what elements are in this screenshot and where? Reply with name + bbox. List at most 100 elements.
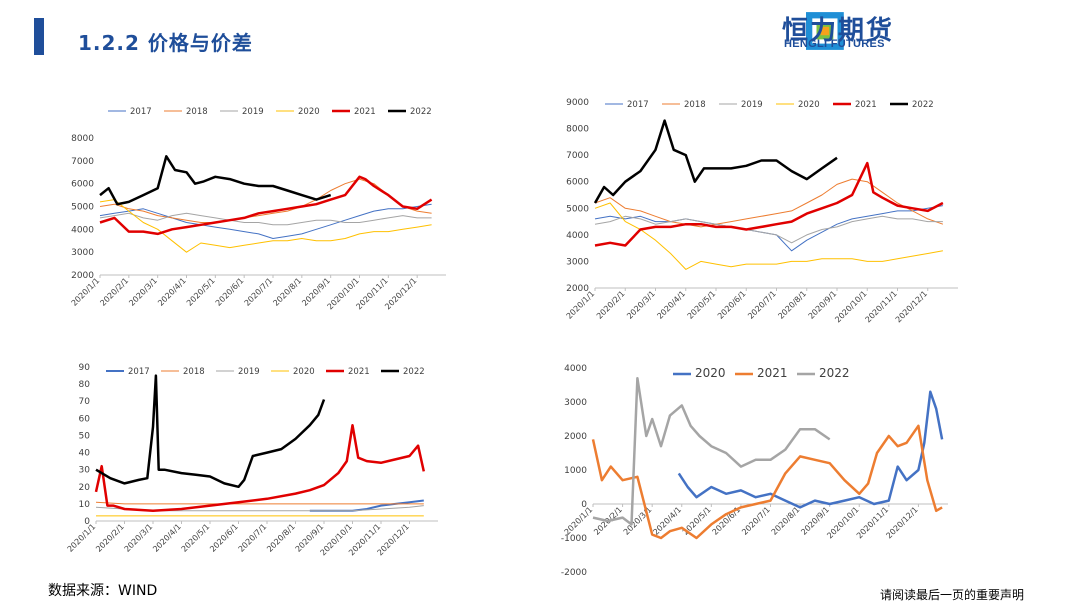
x-tick-label: 2020/8/1	[776, 289, 808, 321]
y-tick-label: 2000	[71, 271, 94, 281]
chart-price-1: 20003000400050006000700080002020/1/12020…	[70, 107, 446, 311]
x-tick-label: 2020/3/1	[127, 276, 159, 308]
legend-label-2021: 2021	[757, 366, 788, 380]
y-tick-label: 2000	[564, 432, 587, 442]
series-line-2022	[593, 119, 838, 204]
x-tick-label: 2020/8/1	[265, 522, 297, 554]
y-tick-label: 0	[84, 517, 90, 527]
series-line-2021	[99, 175, 433, 236]
hengli-logo-icon	[806, 12, 844, 50]
x-tick-label: 2020/6/1	[208, 522, 240, 554]
y-tick-label: -2000	[561, 568, 587, 578]
logo-text: 恒力期货	[782, 16, 895, 46]
y-tick-label: 50	[79, 431, 91, 441]
y-tick-label: 40	[79, 449, 91, 459]
chart-price-3: 01020304050607080902020/1/12020/2/12020/…	[66, 363, 438, 557]
series-line-2022	[95, 374, 326, 489]
legend-label-2020: 2020	[798, 100, 820, 110]
legend-label-2019: 2019	[238, 367, 260, 377]
y-tick-label: 3000	[564, 398, 587, 408]
x-tick-label: 2020/5/1	[180, 522, 212, 554]
chart-price-2: 200030004000500060007000800090002020/1/1…	[565, 98, 958, 324]
y-tick-label: 70	[79, 397, 91, 407]
x-tick-label: 2020/3/1	[625, 289, 657, 321]
series-line-2018	[594, 178, 944, 228]
legend-label-2018: 2018	[186, 107, 208, 117]
title-accent-bar	[34, 18, 44, 55]
x-tick-label: 2020/9/1	[807, 289, 839, 321]
legend-label-2019: 2019	[242, 107, 264, 117]
legend-label-2019: 2019	[741, 100, 763, 110]
x-tick-label: 2020/8/1	[271, 276, 303, 308]
legend-label-2022: 2022	[410, 107, 432, 117]
series-line-2020	[594, 202, 943, 270]
x-tick-label: 2020/6/1	[214, 276, 246, 308]
series-line-2017	[309, 499, 424, 512]
legend-label-2018: 2018	[183, 367, 205, 377]
y-tick-label: 4000	[71, 225, 94, 235]
x-tick-label: 2020/5/1	[185, 276, 217, 308]
y-tick-label: 8000	[71, 134, 94, 144]
y-tick-label: 3000	[566, 257, 589, 267]
legend-label-2020: 2020	[695, 366, 726, 380]
x-tick-label: 2020/7/1	[740, 505, 772, 537]
legend-label-2022: 2022	[819, 366, 850, 380]
x-tick-label: 2020/1/1	[563, 505, 595, 537]
x-tick-label: 2020/2/1	[98, 276, 130, 308]
data-source-note: 数据来源：WIND	[48, 583, 158, 599]
series-line-2021	[594, 161, 944, 247]
x-tick-label: 2020/8/1	[770, 505, 802, 537]
series-line-2018	[99, 178, 432, 223]
legend-label-2017: 2017	[130, 107, 152, 117]
x-tick-label: 2020/1/1	[66, 522, 98, 554]
x-tick-label: 2020/2/1	[94, 522, 126, 554]
x-tick-label: 2020/12/1	[884, 505, 919, 540]
y-tick-label: 4000	[566, 231, 589, 241]
y-tick-label: 7000	[566, 151, 589, 161]
x-tick-label: 2020/7/1	[237, 522, 269, 554]
series-line-2021	[94, 423, 426, 512]
legend-label-2020: 2020	[298, 107, 320, 117]
legend-label-2017: 2017	[627, 100, 649, 110]
y-tick-label: 60	[79, 414, 91, 424]
series-line-2020	[677, 390, 944, 509]
x-tick-label: 2020/6/1	[716, 289, 748, 321]
y-tick-label: 30	[79, 466, 91, 476]
x-tick-label: 2020/5/1	[681, 505, 713, 537]
y-tick-label: 3000	[71, 248, 94, 258]
y-tick-label: 1000	[564, 466, 587, 476]
x-tick-label: 2020/4/1	[151, 522, 183, 554]
logo-subtext: HENGLI FUTURES	[784, 38, 885, 50]
y-tick-label: 0	[581, 500, 587, 510]
page-title: 1.2.2 价格与价差	[78, 31, 253, 55]
chart-spread: -2000 -1000 0 1000 2000 3000 4000 2020/1/1 2020/…	[561, 364, 948, 578]
x-tick-label: 2020/4/1	[156, 276, 188, 308]
legend-label-2021: 2021	[855, 100, 877, 110]
y-tick-label: 5000	[566, 204, 589, 214]
y-tick-label: 4000	[564, 364, 587, 374]
disclaimer-note: 请阅读最后一页的重要声明	[880, 588, 1025, 602]
y-tick-label: 10	[79, 500, 91, 510]
series-line-2021	[591, 424, 943, 540]
y-tick-label: -1000	[561, 534, 587, 544]
legend-label-2021: 2021	[354, 107, 376, 117]
series-line-2019	[99, 212, 432, 226]
y-tick-label: 6000	[566, 178, 589, 188]
y-tick-label: 80	[79, 380, 91, 390]
y-tick-label: 20	[79, 483, 91, 493]
series-line-2018	[95, 501, 424, 505]
legend-label-2017: 2017	[128, 367, 150, 377]
legend-label-2022: 2022	[912, 100, 934, 110]
legend-label-2021: 2021	[348, 367, 370, 377]
legend-label-2018: 2018	[684, 100, 706, 110]
legend-label-2020: 2020	[293, 367, 315, 377]
x-tick-label: 2020/7/1	[746, 289, 778, 321]
x-tick-label: 2020/3/1	[123, 522, 155, 554]
y-tick-label: 6000	[71, 180, 94, 190]
x-tick-label: 2020/4/1	[655, 289, 687, 321]
legend-label-2022: 2022	[403, 367, 425, 377]
x-tick-label: 2020/12/1	[894, 289, 929, 324]
y-tick-label: 9000	[566, 98, 589, 108]
y-tick-label: 5000	[71, 203, 94, 213]
series-line-2017	[99, 203, 432, 239]
